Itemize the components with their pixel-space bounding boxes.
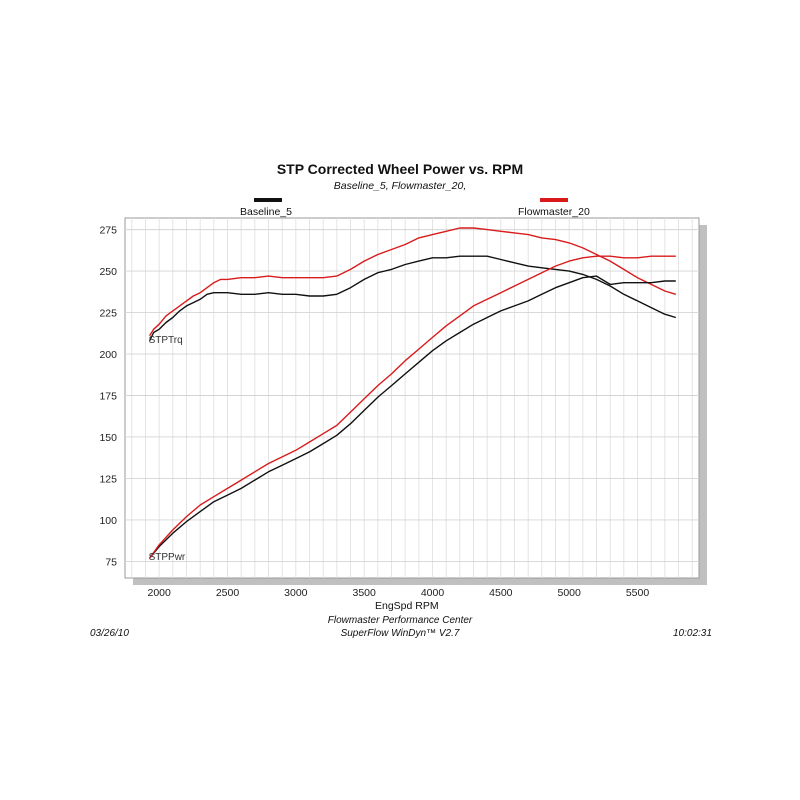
footer-date: 03/26/10	[90, 628, 129, 639]
plot-area	[124, 217, 700, 579]
legend-label-flowmaster: Flowmaster_20	[518, 206, 590, 218]
curve-label-stppwr: STPPwr	[149, 552, 186, 563]
y-tick-label: 100	[99, 515, 117, 527]
x-tick-label: 3000	[284, 587, 308, 599]
legend-label-baseline: Baseline_5	[240, 206, 292, 218]
series-line-baseline-5-stptrq	[148, 255, 677, 342]
series-line-flowmaster-20-stptrq	[149, 227, 677, 337]
x-tick-label: 4000	[421, 587, 445, 599]
y-tick-label: 175	[99, 391, 117, 403]
chart-title: STP Corrected Wheel Power vs. RPM	[276, 161, 524, 177]
footer-time: 10:02:31	[673, 628, 712, 639]
x-tick-label: 4500	[489, 587, 513, 599]
footer-center-line2: SuperFlow WinDyn™ V2.7	[340, 628, 460, 639]
y-tick-label: 150	[99, 432, 117, 444]
x-tick-label: 3500	[352, 587, 376, 599]
y-tick-label: 200	[99, 349, 117, 361]
y-tick-label: 275	[99, 225, 117, 237]
series-line-baseline-5-stppwr	[149, 275, 676, 559]
footer-center-line1: Flowmaster Performance Center	[327, 615, 473, 626]
legend-swatch-baseline	[254, 198, 282, 202]
x-tick-label: 5000	[557, 587, 581, 599]
y-tick-label: 225	[99, 308, 117, 320]
series-line-flowmaster-20-stppwr	[149, 255, 676, 559]
y-tick-label: 125	[99, 473, 117, 485]
x-tick-label: 5500	[626, 587, 650, 599]
curve-label-stptrq: STPTrq	[149, 335, 183, 346]
chart-subtitle: Baseline_5, Flowmaster_20,	[333, 180, 467, 192]
legend-swatch-flowmaster	[540, 198, 568, 202]
x-axis-label: EngSpd RPM	[375, 600, 439, 612]
x-tick-label: 2500	[216, 587, 240, 599]
x-tick-label: 2000	[147, 587, 171, 599]
y-tick-label: 75	[105, 556, 117, 568]
y-tick-label: 250	[99, 266, 117, 278]
